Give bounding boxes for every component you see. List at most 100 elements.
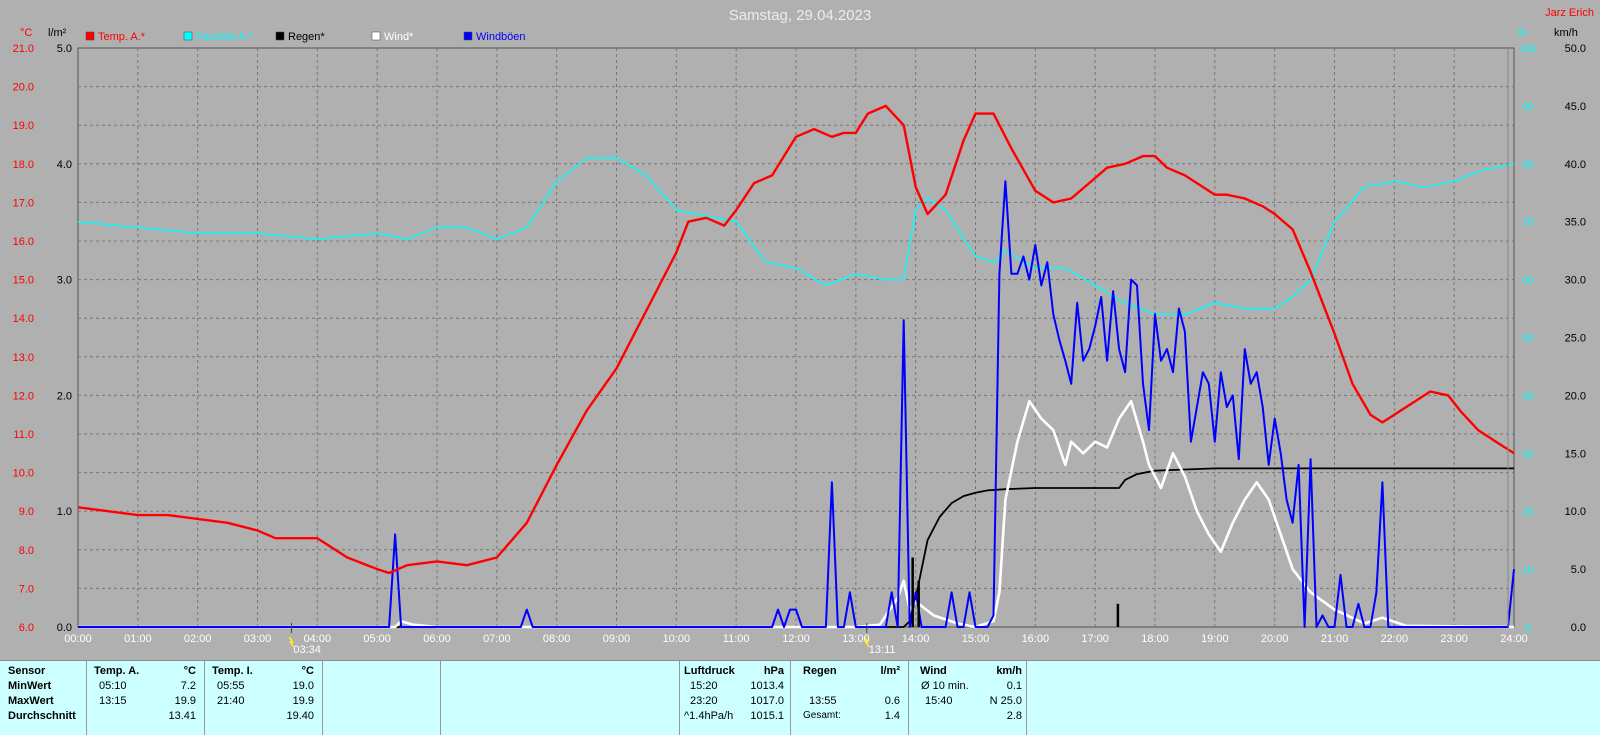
stats-wind-max-time: 15:40	[925, 695, 953, 707]
chart-background	[0, 0, 1600, 660]
y-temp-tick-label: 19.0	[13, 120, 34, 132]
lightning-icon	[864, 636, 870, 648]
stats-temp-i-avg-value: 19.40	[286, 710, 314, 722]
stats-wind-max-value: N 25.0	[989, 695, 1022, 707]
x-tick-label: 00:00	[64, 633, 92, 645]
stats-rain-header: Regen	[803, 665, 837, 677]
stats-pressure-min-time: 15:20	[690, 680, 718, 692]
stats-wind-col: Wind km/h Ø 10 min. 0.1 15:40 N 25.0 2.8	[909, 661, 1027, 735]
x-tick-label: 18:00	[1141, 633, 1169, 645]
y-rain-tick-label: 4.0	[57, 159, 72, 171]
x-tick-label: 12:00	[782, 633, 810, 645]
series-line-hum	[77, 157, 1515, 315]
legend-swatch	[275, 31, 285, 41]
axes-layer: 00:00 01:00 02:00 03:00 04:00 05:00 06:00 07:00…	[13, 43, 1586, 645]
stats-panel: Sensor MinWert MaxWert Durchschnitt Temp…	[0, 660, 1600, 735]
stats-pressure-unit: hPa	[763, 665, 784, 677]
x-tick-label: 21:00	[1321, 633, 1349, 645]
stats-temp-a-avg-value: 13.41	[168, 710, 196, 722]
y-hum-tick-label: 0	[1525, 623, 1531, 634]
rain-unit-label: l/m²	[48, 27, 67, 39]
y-temp-tick-label: 8.0	[19, 545, 34, 557]
x-tick-label: 07:00	[483, 633, 511, 645]
x-tick-label: 04:00	[304, 633, 332, 645]
stats-temp-i-max-value: 19.9	[292, 695, 314, 707]
legend-swatch	[85, 31, 95, 41]
y-wind-tick-label: 10.0	[1565, 506, 1586, 518]
y-rain-tick-label: 3.0	[57, 275, 72, 287]
legend-label: Wind*	[384, 31, 414, 43]
x-tick-label: 14:00	[902, 633, 930, 645]
series-layer	[77, 104, 1515, 629]
x-tick-label: 06:00	[423, 633, 451, 645]
y-wind-tick-label: 35.0	[1565, 217, 1586, 229]
series-line-wind	[78, 399, 1515, 629]
stats-rain-max-time: 13:55	[809, 695, 837, 707]
legend-label: Regen*	[288, 31, 325, 43]
stats-rain-unit: l/m²	[880, 665, 900, 677]
y-hum-tick-label: 30	[1522, 449, 1534, 460]
y-rain-tick-label: 0.0	[57, 622, 72, 634]
stats-temp-i-col: Temp. I. °C 05:55 19.0 21:40 19.9 19.40	[205, 661, 323, 735]
lightning-icon	[288, 636, 294, 648]
stats-rain-total-value: 1.4	[884, 710, 900, 722]
stats-pressure-max-value: 1017.0	[750, 695, 784, 707]
y-hum-tick-label: 100	[1520, 44, 1537, 55]
y-temp-tick-label: 20.0	[13, 82, 34, 94]
y-temp-tick-label: 11.0	[13, 429, 34, 441]
y-hum-tick-label: 20	[1522, 507, 1534, 518]
x-tick-label: 16:00	[1022, 633, 1050, 645]
y-wind-tick-label: 45.0	[1565, 101, 1586, 113]
x-tick-label: 23:00	[1440, 633, 1468, 645]
stats-pressure-avg-value: 1015.1	[750, 710, 784, 722]
y-temp-tick-label: 10.0	[13, 468, 34, 480]
x-tick-label: 08:00	[543, 633, 571, 645]
stats-pressure-min-value: 1013.4	[750, 680, 784, 692]
legend-swatch	[463, 31, 473, 41]
stats-temp-a-unit: °C	[183, 665, 196, 677]
stats-pressure-col: Luftdruck hPa 15:20 1013.4 23:20 1017.0 ^1.…	[680, 661, 791, 735]
x-tick-label: 17:00	[1081, 633, 1109, 645]
y-wind-tick-label: 50.0	[1565, 43, 1586, 55]
series-line-rain	[78, 467, 1514, 628]
grid	[78, 48, 1514, 627]
legend-swatch	[183, 31, 193, 41]
y-temp-tick-label: 15.0	[13, 275, 34, 287]
stats-wind-unit: km/h	[996, 665, 1022, 677]
x-tick-label: 10:00	[663, 633, 691, 645]
x-tick-label: 13:00	[842, 633, 870, 645]
legend-label: Feuchte A.*	[196, 31, 254, 43]
stats-wind-avg10-label: Ø 10 min.	[921, 680, 969, 692]
stats-temp-a-header: Temp. A.	[94, 665, 140, 677]
stats-max-label: MaxWert	[8, 695, 54, 707]
stats-wind-avg-value: 2.8	[1006, 710, 1022, 722]
y-hum-tick-label: 50	[1522, 334, 1534, 345]
series-line-temp	[77, 104, 1515, 575]
stats-empty-col-1	[323, 661, 441, 735]
chart-title: Samstag, 29.04.2023	[729, 7, 872, 24]
y-rain-tick-label: 5.0	[57, 43, 72, 55]
stats-empty-col-2	[441, 661, 680, 735]
x-tick-label: 20:00	[1261, 633, 1289, 645]
hum-unit-label: %	[1517, 27, 1527, 39]
y-wind-tick-label: 5.0	[1571, 564, 1586, 576]
legend-label: Windböen	[476, 31, 526, 43]
event-label: 13:11	[869, 644, 896, 656]
stats-avg-label: Durchschnitt	[8, 710, 76, 722]
y-temp-tick-label: 12.0	[13, 390, 34, 402]
y-hum-tick-label: 70	[1522, 218, 1534, 229]
y-rain-tick-label: 2.0	[57, 390, 72, 402]
y-temp-tick-label: 14.0	[13, 313, 34, 325]
x-tick-label: 22:00	[1381, 633, 1409, 645]
y-wind-tick-label: 20.0	[1565, 390, 1586, 402]
x-tick-label: 24:00	[1500, 633, 1528, 645]
stats-sensor-header: Sensor	[8, 665, 46, 677]
stats-temp-i-unit: °C	[301, 665, 314, 677]
y-hum-tick-label: 10	[1522, 565, 1534, 576]
legend-label: Temp. A.*	[98, 31, 146, 43]
y-temp-tick-label: 6.0	[19, 622, 34, 634]
y-temp-tick-label: 17.0	[13, 197, 34, 209]
x-tick-label: 01:00	[124, 633, 152, 645]
stats-wind-header: Wind	[920, 665, 947, 677]
series-line-wind-gust	[78, 180, 1515, 628]
